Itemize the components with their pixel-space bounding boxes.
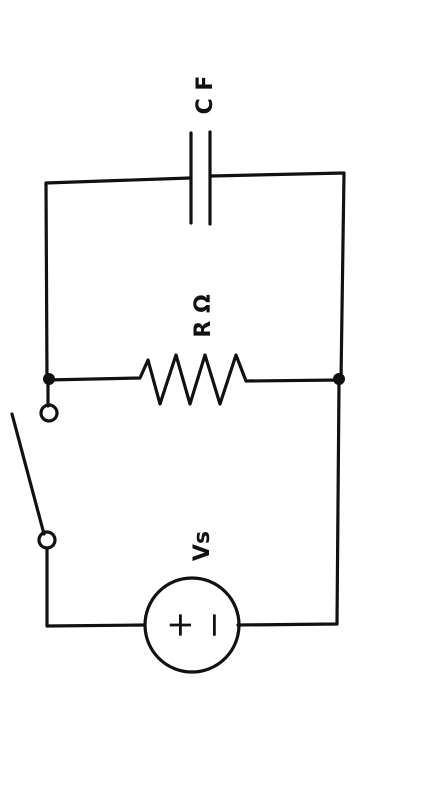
- wire-top-left: [44, 176, 192, 382]
- resistor: [45, 353, 343, 406]
- wire-bottom-left: [45, 546, 147, 628]
- capacitor-label: C F: [193, 76, 218, 115]
- switch-lever: [10, 412, 46, 536]
- wire-bottom-right: [236, 382, 341, 627]
- source-plus-sign: +: [160, 611, 200, 640]
- source-minus-sign: −: [194, 611, 234, 640]
- resistor-label: R Ω: [191, 294, 216, 338]
- voltage-source: [143, 576, 241, 674]
- junction-right: [333, 373, 345, 385]
- switch-terminal-top: [39, 403, 59, 423]
- source-label: Vs: [190, 531, 215, 561]
- switch-terminal-bottom: [37, 530, 57, 550]
- wire-top-right: [209, 171, 346, 382]
